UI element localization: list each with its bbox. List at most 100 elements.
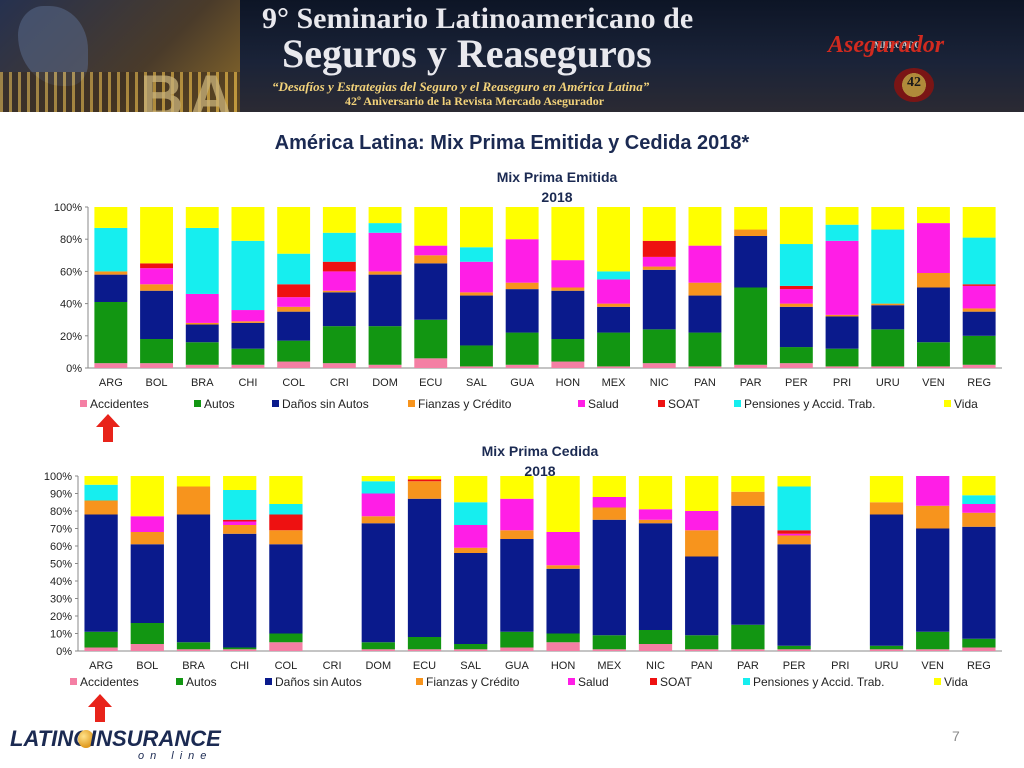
bar-segment	[962, 285, 996, 309]
bar-segment	[916, 631, 950, 650]
bar-segment	[962, 495, 996, 504]
bar-segment	[94, 274, 128, 302]
bar-segment	[130, 476, 164, 517]
bar-segment	[322, 326, 356, 364]
y-tick-label: 0%	[66, 363, 82, 375]
bar-segment	[94, 271, 128, 275]
bar-segment	[407, 476, 442, 480]
bar-segment	[223, 490, 257, 520]
bar-segment	[223, 533, 257, 648]
latino-insurance-logo: LATINO INSURANCE on line	[10, 724, 221, 764]
logo-text-right: INSURANCE	[90, 726, 221, 751]
x-tick-label: VEN	[921, 660, 944, 672]
legend-swatch	[934, 678, 941, 685]
bar-segment	[916, 505, 950, 529]
bar-segment	[779, 285, 813, 290]
bar-segment	[777, 530, 811, 534]
bar-segment	[277, 207, 311, 254]
bar-segment	[94, 301, 128, 364]
bar-segment	[962, 476, 996, 496]
header-banner: BA 9° Seminario Latinoamericano de Segur…	[0, 0, 1024, 112]
x-tick-label: DOM	[372, 377, 398, 389]
bar-segment	[779, 303, 813, 307]
bar-segment	[322, 271, 356, 291]
bar-segment	[546, 532, 580, 566]
bar-segment	[407, 481, 442, 499]
bar-segment	[685, 556, 719, 636]
bar-segment	[962, 311, 996, 336]
bar-segment	[688, 332, 722, 367]
bar-segment	[779, 207, 813, 245]
bar-segment	[322, 207, 356, 233]
bar-segment	[962, 526, 996, 639]
bar-segment	[777, 544, 811, 646]
bar-segment	[322, 232, 356, 262]
bar-segment	[685, 649, 719, 651]
bar-segment	[130, 544, 164, 623]
bar-segment	[688, 282, 722, 296]
bar-segment	[825, 314, 859, 317]
y-tick-label: 40%	[60, 299, 82, 311]
bar-segment	[731, 505, 765, 625]
x-tick-label: SAL	[460, 660, 481, 672]
x-tick-label: PAR	[737, 660, 759, 672]
bar-segment	[361, 642, 395, 650]
bar-segment	[734, 235, 768, 288]
bar-segment	[731, 476, 765, 492]
event-title-line2: Seguros y Reaseguros	[282, 31, 652, 76]
bar-segment	[779, 306, 813, 348]
bar-segment	[361, 523, 395, 643]
bar-segment	[414, 263, 448, 320]
x-tick-label: MEX	[602, 377, 627, 389]
bar-segment	[414, 255, 448, 264]
bar-segment	[551, 207, 585, 261]
bar-segment	[551, 260, 585, 288]
bar-segment	[777, 535, 811, 545]
arrow-up-icon	[88, 694, 112, 722]
bar-segment	[454, 553, 488, 644]
bar-segment	[685, 635, 719, 650]
bar-segment	[231, 364, 265, 368]
legend-label: Vida	[954, 397, 978, 411]
legend-label: Daños sin Autos	[275, 675, 362, 689]
bar-segment	[407, 479, 442, 482]
bar-segment	[94, 227, 128, 272]
legend-swatch	[272, 400, 279, 407]
bar-segment	[322, 290, 356, 293]
y-tick-label: 60%	[60, 266, 82, 278]
bar-segment	[140, 339, 174, 364]
bar-segment	[688, 366, 722, 368]
bar-segment	[223, 649, 257, 651]
x-tick-label: BRA	[182, 660, 205, 672]
bar-segment	[734, 207, 768, 230]
bar-segment	[688, 295, 722, 333]
legend-swatch	[70, 678, 77, 685]
legend-swatch	[408, 400, 415, 407]
bar-segment	[500, 530, 534, 539]
legend-label: Vida	[944, 675, 968, 689]
bar-segment	[277, 253, 311, 285]
x-tick-label: PRI	[831, 660, 849, 672]
bar-segment	[500, 498, 534, 531]
legend-label: Salud	[588, 397, 619, 411]
bar-segment	[685, 530, 719, 557]
x-tick-label: ECU	[413, 660, 436, 672]
bar-segment	[277, 297, 311, 307]
arrow-up-icon	[96, 414, 120, 442]
bar-segment	[779, 363, 813, 368]
chart-title-year: 2018	[524, 463, 555, 479]
bar-segment	[407, 649, 442, 651]
bar-segment	[777, 486, 811, 531]
x-tick-label: PAN	[691, 660, 713, 672]
bar-segment	[825, 316, 859, 349]
bar-segment	[368, 364, 402, 368]
y-tick-label: 60%	[50, 541, 72, 553]
bar-segment	[688, 245, 722, 283]
bar-segment	[322, 363, 356, 368]
bar-segment	[916, 287, 950, 343]
bar-segment	[130, 516, 164, 532]
y-tick-label: 80%	[60, 234, 82, 246]
bar-segment	[459, 207, 493, 248]
bar-segment	[459, 295, 493, 346]
bar-segment	[368, 232, 402, 272]
